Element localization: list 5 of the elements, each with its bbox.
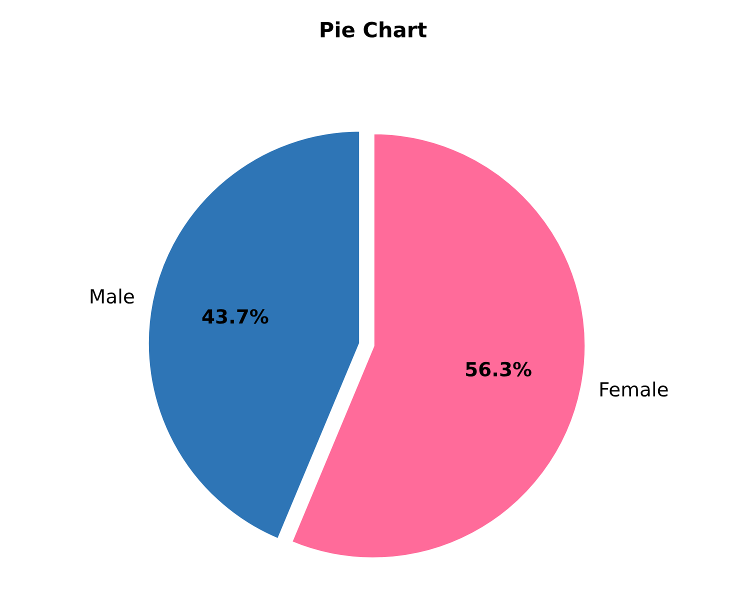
data-label: 56.3% [466, 362, 532, 377]
slice-label: Male [90, 288, 134, 304]
data-label: 43.7% [202, 309, 268, 324]
slice-label: Female [600, 382, 668, 397]
chart-title: Pie Chart [320, 21, 427, 38]
